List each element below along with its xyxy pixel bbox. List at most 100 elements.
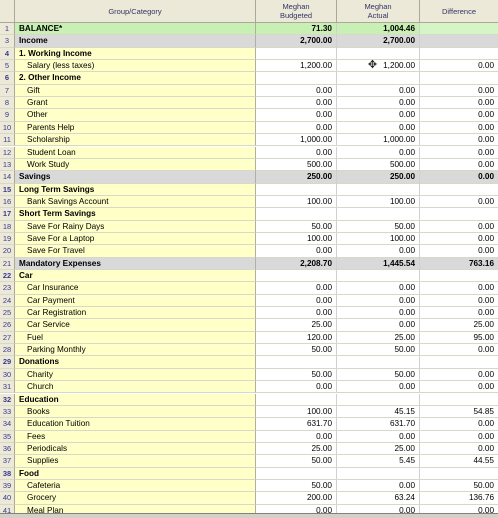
budgeted-cell[interactable]: [256, 467, 337, 480]
row-number[interactable]: 19: [0, 232, 15, 246]
difference-cell[interactable]: [420, 72, 498, 85]
difference-cell[interactable]: 0.00: [420, 134, 498, 147]
row-number[interactable]: 11: [0, 134, 15, 147]
actual-cell[interactable]: [337, 72, 420, 85]
row-number[interactable]: 20: [0, 245, 15, 258]
budgeted-cell[interactable]: [256, 356, 337, 369]
corner-header[interactable]: [0, 0, 15, 23]
difference-cell[interactable]: 25.00: [420, 319, 498, 332]
difference-cell[interactable]: [420, 394, 498, 406]
budgeted-cell[interactable]: [256, 183, 337, 196]
category-name-cell[interactable]: Save For Travel: [15, 245, 256, 258]
budgeted-cell[interactable]: 0.00: [256, 307, 337, 320]
budgeted-cell[interactable]: 100.00: [256, 195, 337, 209]
row-number[interactable]: 27: [0, 331, 15, 345]
difference-cell[interactable]: 0.00: [420, 159, 498, 172]
category-name-cell[interactable]: 2. Other Income: [15, 72, 256, 85]
category-name-cell[interactable]: Other: [15, 109, 256, 122]
actual-cell[interactable]: 0.00: [337, 245, 420, 258]
difference-cell[interactable]: 0.00: [420, 369, 498, 382]
row-number[interactable]: 37: [0, 455, 15, 468]
budgeted-cell[interactable]: 50.00: [256, 220, 337, 233]
budgeted-cell[interactable]: [256, 393, 337, 406]
category-name-cell[interactable]: Salary (less taxes): [15, 60, 256, 73]
category-name-cell[interactable]: Donations: [15, 356, 256, 369]
budgeted-cell[interactable]: 71.30: [256, 23, 337, 36]
actual-cell[interactable]: 50.00: [337, 344, 420, 357]
difference-cell[interactable]: 0.00: [420, 307, 498, 320]
budgeted-cell[interactable]: 120.00: [256, 331, 337, 345]
category-name-cell[interactable]: Mandatory Expenses: [15, 257, 256, 270]
row-number[interactable]: 39: [0, 479, 15, 493]
difference-cell[interactable]: 0.00: [420, 233, 498, 246]
row-number[interactable]: 21: [0, 257, 15, 270]
row-number[interactable]: 10: [0, 121, 15, 135]
budgeted-cell[interactable]: 200.00: [256, 492, 337, 505]
category-name-cell[interactable]: Supplies: [15, 455, 256, 468]
budgeted-cell[interactable]: 25.00: [256, 319, 337, 332]
difference-cell[interactable]: 0.00: [420, 171, 498, 184]
row-number[interactable]: 9: [0, 109, 15, 122]
category-name-cell[interactable]: Savings: [15, 171, 256, 184]
actual-cell[interactable]: 100.00: [337, 232, 420, 246]
budgeted-cell[interactable]: [256, 208, 337, 221]
difference-cell[interactable]: 0.00: [420, 443, 498, 456]
category-name-cell[interactable]: Education Tuition: [15, 418, 256, 431]
actual-cell[interactable]: 45.15: [337, 405, 420, 419]
row-number[interactable]: 13: [0, 158, 15, 172]
row-number[interactable]: 4: [0, 47, 15, 61]
difference-cell[interactable]: 763.16: [420, 257, 498, 270]
category-name-cell[interactable]: Save For Rainy Days: [15, 220, 256, 233]
category-name-cell[interactable]: Fees: [15, 430, 256, 443]
row-number[interactable]: 15: [0, 183, 15, 196]
row-number[interactable]: 17: [0, 208, 15, 221]
row-number[interactable]: 40: [0, 492, 15, 505]
budgeted-cell[interactable]: 50.00: [256, 344, 337, 357]
actual-cell[interactable]: [337, 393, 420, 406]
category-name-cell[interactable]: Work Study: [15, 158, 256, 172]
actual-cell[interactable]: 2,700.00: [337, 35, 420, 48]
actual-cell[interactable]: 0.00: [337, 121, 420, 135]
category-name-cell[interactable]: Parents Help: [15, 121, 256, 135]
category-name-cell[interactable]: Cafeteria: [15, 479, 256, 493]
category-name-cell[interactable]: 1. Working Income: [15, 47, 256, 61]
row-number[interactable]: 31: [0, 381, 15, 394]
category-name-cell[interactable]: Bank Savings Account: [15, 195, 256, 209]
category-name-cell[interactable]: Food: [15, 467, 256, 480]
budgeted-cell[interactable]: 0.00: [256, 245, 337, 258]
actual-cell[interactable]: 0.00: [337, 282, 420, 295]
difference-cell[interactable]: 0.00: [420, 418, 498, 431]
difference-cell[interactable]: 0.00: [420, 196, 498, 209]
category-name-cell[interactable]: Student Loan: [15, 146, 256, 159]
row-number[interactable]: 5: [0, 60, 15, 73]
category-name-cell[interactable]: Long Term Savings: [15, 183, 256, 196]
difference-cell[interactable]: [420, 23, 498, 36]
row-number[interactable]: 26: [0, 319, 15, 332]
difference-cell[interactable]: 95.00: [420, 332, 498, 345]
category-name-cell[interactable]: Scholarship: [15, 134, 256, 147]
budgeted-cell[interactable]: 0.00: [256, 84, 337, 98]
category-name-cell[interactable]: Save For a Laptop: [15, 232, 256, 246]
budgeted-cell[interactable]: 100.00: [256, 405, 337, 419]
row-number[interactable]: 1: [0, 23, 15, 36]
actual-cell[interactable]: 0.00: [337, 430, 420, 443]
category-name-cell[interactable]: Car Registration: [15, 307, 256, 320]
budgeted-cell[interactable]: 50.00: [256, 368, 337, 382]
budgeted-cell[interactable]: 631.70: [256, 418, 337, 431]
actual-cell[interactable]: 500.00: [337, 158, 420, 172]
budgeted-cell[interactable]: 2,208.70: [256, 257, 337, 270]
budgeted-cell[interactable]: 25.00: [256, 442, 337, 456]
row-number[interactable]: 22: [0, 270, 15, 283]
budgeted-cell[interactable]: 1,000.00: [256, 134, 337, 147]
category-name-cell[interactable]: BALANCE*: [15, 23, 256, 36]
row-number[interactable]: 12: [0, 146, 15, 159]
difference-cell[interactable]: 0.00: [420, 97, 498, 110]
actual-cell[interactable]: 0.00: [337, 479, 420, 493]
category-name-cell[interactable]: Grant: [15, 97, 256, 110]
difference-cell[interactable]: 0.00: [420, 381, 498, 394]
budgeted-cell[interactable]: [256, 270, 337, 283]
row-number[interactable]: 8: [0, 97, 15, 110]
budgeted-cell[interactable]: 250.00: [256, 171, 337, 184]
actual-cell[interactable]: [337, 47, 420, 61]
category-name-cell[interactable]: Income: [15, 35, 256, 48]
